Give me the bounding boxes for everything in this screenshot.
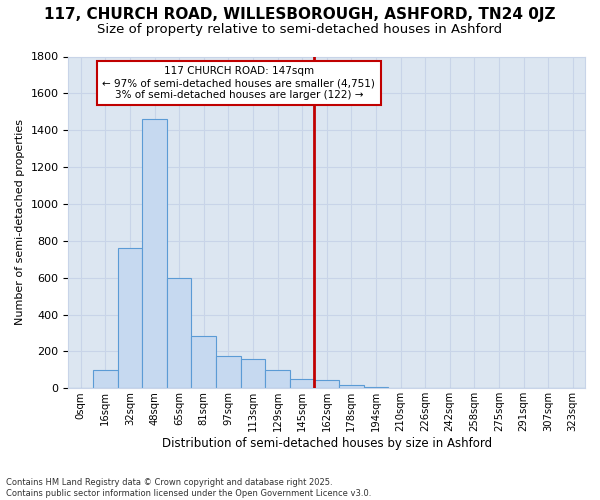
Bar: [290, 379, 314, 388]
Bar: [216, 356, 241, 388]
Bar: [167, 278, 191, 388]
Bar: [339, 384, 364, 388]
Bar: [191, 336, 216, 388]
Bar: [241, 359, 265, 388]
Y-axis label: Number of semi-detached properties: Number of semi-detached properties: [15, 120, 25, 326]
Text: Size of property relative to semi-detached houses in Ashford: Size of property relative to semi-detach…: [97, 22, 503, 36]
Bar: [314, 380, 339, 388]
Text: 117, CHURCH ROAD, WILLESBOROUGH, ASHFORD, TN24 0JZ: 117, CHURCH ROAD, WILLESBOROUGH, ASHFORD…: [44, 8, 556, 22]
Bar: [265, 370, 290, 388]
X-axis label: Distribution of semi-detached houses by size in Ashford: Distribution of semi-detached houses by …: [161, 437, 492, 450]
Text: Contains HM Land Registry data © Crown copyright and database right 2025.
Contai: Contains HM Land Registry data © Crown c…: [6, 478, 371, 498]
Bar: [93, 370, 118, 388]
Text: 117 CHURCH ROAD: 147sqm
← 97% of semi-detached houses are smaller (4,751)
3% of : 117 CHURCH ROAD: 147sqm ← 97% of semi-de…: [103, 66, 376, 100]
Bar: [142, 119, 167, 388]
Bar: [118, 248, 142, 388]
